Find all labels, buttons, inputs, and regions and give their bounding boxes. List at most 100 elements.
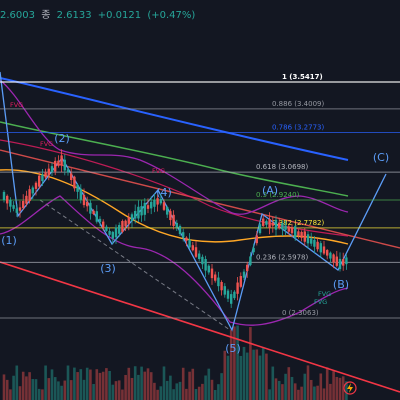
candle-body — [297, 231, 300, 236]
candle-body — [290, 227, 294, 234]
volume-bar — [274, 378, 278, 400]
volume-bar — [303, 373, 307, 400]
candle-body — [25, 195, 28, 204]
volume-bar — [236, 325, 239, 400]
change-value: +0.0121 — [97, 10, 142, 21]
candles — [2, 149, 348, 308]
candle-body — [306, 234, 310, 244]
volume-bar — [329, 383, 332, 400]
candle-body — [98, 218, 102, 223]
candle-body — [281, 223, 284, 230]
volume-bar — [325, 367, 329, 400]
volume-bar — [143, 371, 147, 400]
candle-body — [294, 226, 297, 238]
volume-bar — [127, 367, 131, 400]
band-upper — [0, 79, 349, 215]
candle-body — [262, 218, 265, 226]
wave-label: (B) — [333, 278, 349, 291]
wave-label: (4) — [156, 186, 172, 199]
candle-body — [124, 220, 127, 227]
candle-body — [271, 222, 274, 226]
volume-bar — [268, 389, 271, 400]
candle-body — [76, 184, 79, 192]
volume-bar — [31, 379, 35, 400]
volume-bar — [153, 382, 156, 400]
volume-bar — [140, 366, 143, 400]
candle-body — [188, 239, 191, 248]
fvg-label: FVG — [40, 140, 53, 148]
volume-bar — [165, 380, 169, 400]
candle-body — [12, 205, 15, 209]
alert-badge[interactable] — [343, 381, 357, 395]
volume-bar — [252, 349, 255, 400]
volume-bar — [204, 375, 207, 400]
volume-bar — [137, 374, 140, 400]
candle-body — [66, 169, 70, 173]
volume-bar — [85, 367, 89, 400]
volume-bar — [73, 367, 76, 400]
volume-bar — [265, 353, 268, 400]
candle-body — [130, 214, 134, 222]
volume-bar — [293, 383, 297, 400]
candle-body — [236, 282, 239, 294]
candle-body — [34, 182, 38, 189]
volume-bar — [34, 379, 38, 400]
volume-bar — [50, 369, 54, 400]
volume-bar — [239, 355, 243, 400]
volume-bar — [249, 327, 252, 400]
fib-label-0.886: 0.886 (3.4009) — [272, 100, 324, 108]
candle-body — [191, 245, 194, 251]
candle-body — [252, 247, 255, 253]
candle-body — [230, 294, 233, 304]
candle-body — [182, 232, 185, 238]
candle-body — [73, 176, 76, 189]
candle-body — [162, 202, 166, 210]
volume-bar — [117, 380, 121, 400]
volume-bar — [306, 365, 310, 400]
fvg-label: FVG — [152, 167, 165, 175]
candle-body — [310, 238, 313, 244]
volume-bar — [44, 365, 47, 400]
candle-body — [220, 281, 223, 291]
candle-body — [268, 219, 271, 229]
candle-body — [111, 231, 114, 239]
candle-body — [319, 243, 322, 253]
candle-body — [210, 268, 214, 279]
candle-body — [95, 211, 98, 222]
volume-bar — [345, 381, 348, 400]
volume-bar — [233, 326, 236, 400]
dashed-projection — [39, 199, 231, 331]
volume-bar — [79, 369, 83, 400]
volume-bar — [105, 368, 108, 400]
fib-label-0: 0 (2.3063) — [282, 309, 319, 317]
fib-label-0.236: 0.236 (2.5978) — [256, 253, 308, 261]
candle-body — [121, 221, 124, 232]
volume-bar — [178, 381, 182, 400]
volume-bar — [322, 388, 326, 400]
volume-bar — [188, 371, 191, 400]
volume-bar — [130, 377, 134, 400]
volume-bar — [300, 386, 303, 400]
volume-bar — [169, 375, 172, 400]
volume-bar — [223, 350, 227, 400]
volume-bar — [242, 346, 246, 400]
wave-label: (A) — [262, 184, 278, 197]
volume-bar — [66, 365, 70, 400]
fvg-label: FVG — [10, 101, 23, 109]
candle-body — [156, 198, 159, 205]
volume-bar — [92, 384, 95, 400]
volume-bar — [175, 383, 179, 400]
volume-bar — [57, 381, 60, 400]
candle-body — [127, 217, 130, 224]
candle-body — [322, 246, 326, 254]
volume-bar — [210, 379, 214, 400]
candle-body — [335, 256, 338, 266]
ohlc-readout: 2.6003 종 2.6133 +0.0121 (+0.47%) — [0, 6, 198, 22]
volume-bar — [9, 389, 12, 400]
volume-bar — [284, 373, 287, 400]
candle-body — [137, 206, 140, 219]
fib-retracement: 1 (3.5417) 0.886 (3.4009) 0.786 (3.2773) 0.… — [0, 73, 400, 319]
candle-body — [47, 168, 50, 176]
